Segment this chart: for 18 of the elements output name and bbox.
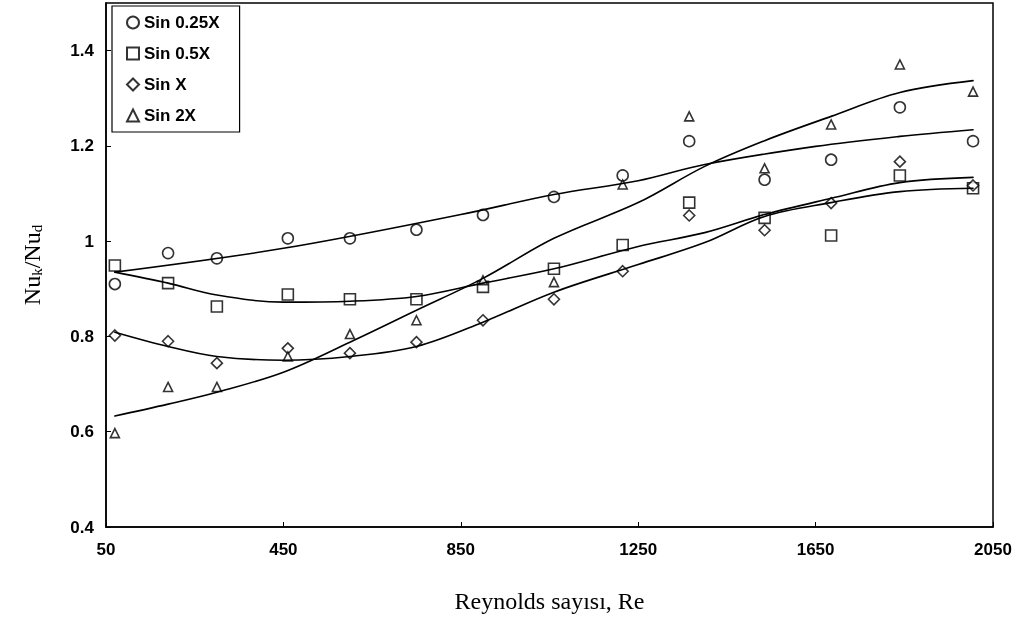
y-tick-label: 1.4 xyxy=(70,41,95,61)
legend-label: Sin 0.25X xyxy=(144,13,221,32)
legend-label: Sin 0.5X xyxy=(144,44,211,63)
y-tick-label: 1.2 xyxy=(70,136,94,156)
x-axis-title: Reynolds sayısı, Re xyxy=(454,588,645,614)
y-tick-label: 0.4 xyxy=(70,517,95,537)
x-tick-label: 50 xyxy=(96,540,116,559)
y-tick-label: 0.6 xyxy=(70,422,94,442)
y-tick-label: 1 xyxy=(84,231,94,251)
x-tick-label: 2050 xyxy=(974,540,1012,559)
x-tick-label: 850 xyxy=(446,540,475,559)
y-axis-title: Nuk/Nud xyxy=(18,224,45,306)
x-tick-label: 1250 xyxy=(619,540,658,559)
legend-label: Sin X xyxy=(144,75,188,94)
y-tick-label: 0.8 xyxy=(70,326,94,346)
x-tick-label: 450 xyxy=(269,540,298,559)
legend-label: Sin 2X xyxy=(144,106,197,125)
x-tick-label: 1650 xyxy=(796,540,835,559)
